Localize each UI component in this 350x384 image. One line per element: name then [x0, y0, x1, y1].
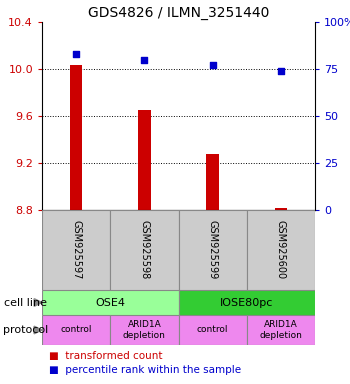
- Text: protocol: protocol: [4, 325, 49, 335]
- Bar: [247, 315, 315, 345]
- Bar: [110, 315, 178, 345]
- Point: [74, 51, 79, 57]
- Bar: [138, 110, 150, 210]
- Title: GDS4826 / ILMN_3251440: GDS4826 / ILMN_3251440: [88, 6, 269, 20]
- Text: OSE4: OSE4: [95, 298, 125, 308]
- Text: GSM925600: GSM925600: [276, 220, 286, 280]
- Bar: [275, 208, 287, 210]
- Text: GSM925597: GSM925597: [71, 220, 81, 280]
- Text: ■  percentile rank within the sample: ■ percentile rank within the sample: [49, 365, 241, 375]
- Bar: [42, 210, 110, 290]
- Text: ARID1A
depletion: ARID1A depletion: [259, 320, 302, 340]
- Bar: [247, 210, 315, 290]
- Bar: [206, 154, 219, 210]
- Text: GSM925599: GSM925599: [208, 220, 218, 280]
- Text: cell line: cell line: [4, 298, 47, 308]
- Text: IOSE80pc: IOSE80pc: [220, 298, 273, 308]
- Bar: [110, 210, 178, 290]
- Text: ■  transformed count: ■ transformed count: [49, 351, 162, 361]
- Text: control: control: [60, 326, 92, 334]
- Point: [141, 56, 147, 63]
- Point: [278, 68, 284, 74]
- Text: control: control: [197, 326, 228, 334]
- Bar: [42, 315, 110, 345]
- Point: [210, 62, 216, 68]
- Bar: [42, 290, 178, 315]
- Bar: [70, 66, 82, 210]
- Bar: [178, 290, 315, 315]
- Text: ARID1A
depletion: ARID1A depletion: [123, 320, 166, 340]
- Text: GSM925598: GSM925598: [139, 220, 149, 280]
- Bar: [178, 315, 247, 345]
- Bar: [178, 210, 247, 290]
